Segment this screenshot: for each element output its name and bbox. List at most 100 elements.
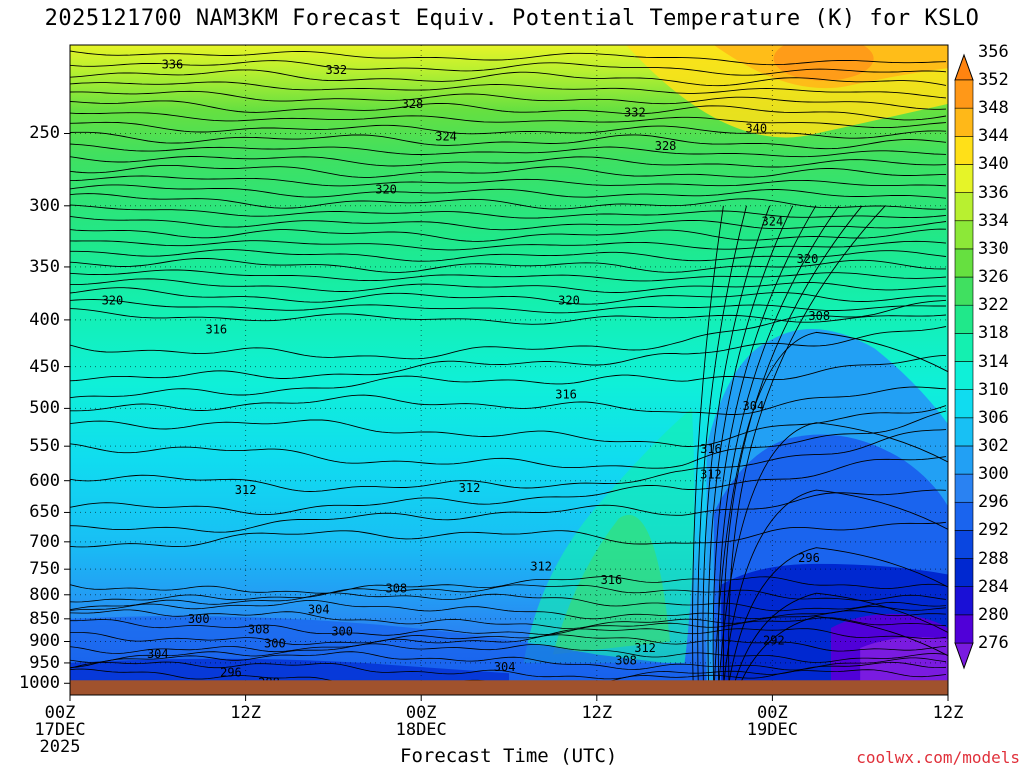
front-contour [697, 205, 747, 695]
cold-dome-contour [713, 331, 948, 695]
cold-dome-contour [717, 422, 948, 695]
colorbar-label: 330 [978, 238, 1009, 259]
contour-line [70, 269, 947, 282]
contour-label: 296 [220, 665, 242, 679]
contour-line [70, 576, 947, 594]
y-tick-label: 800 [29, 584, 60, 605]
contour-line [70, 228, 947, 242]
contour-line [70, 354, 947, 399]
x-tick-label-line: 00Z [405, 703, 437, 723]
colorbar-label: 318 [978, 323, 1009, 344]
y-tick-label: 250 [29, 123, 60, 144]
y-tick-label: 550 [29, 436, 60, 457]
x-tick-label-line: 12Z [230, 703, 261, 723]
colorbar-label: 296 [978, 492, 1009, 513]
contour-line [70, 405, 947, 447]
colorbar-swatch [954, 164, 974, 193]
contour-line [70, 287, 947, 305]
contour-line [70, 204, 947, 219]
contour-label: 316 [205, 323, 227, 337]
colorbar-swatch [954, 389, 974, 419]
y-tick-label: 350 [29, 256, 60, 277]
credit-text: coolwx.com/models [856, 748, 1020, 767]
y-tick-label: 600 [29, 470, 60, 491]
x-tick-label: 12Z [201, 705, 291, 722]
x-tick-label: 12Z [552, 705, 642, 722]
y-tick-label: 400 [29, 309, 60, 330]
colorbar-swatch [954, 248, 974, 278]
contour-label: 300 [331, 625, 353, 639]
contour-label: 340 [745, 122, 767, 136]
x-tick-label-line: 00Z [44, 703, 76, 723]
x-tick-label: 00Z 19DEC [727, 705, 817, 739]
x-tick-label-line: 19DEC [746, 720, 798, 740]
cold-dome-contour [735, 615, 948, 695]
contour-label: 320 [558, 294, 580, 308]
colorbar-swatch [954, 586, 974, 616]
contour-line [70, 661, 947, 680]
contour-label: 300 [188, 612, 210, 626]
contour-label: 332 [325, 63, 347, 77]
y-tick-label: 700 [29, 531, 60, 552]
contour-label: 320 [102, 294, 124, 308]
colorbar-swatch [954, 473, 974, 503]
colorbar-swatch [954, 417, 974, 447]
contour-line [70, 131, 947, 150]
contour-label: 316 [601, 573, 623, 587]
colorbar-label: 336 [978, 182, 1009, 203]
contour-label: 332 [624, 105, 646, 119]
contour-line [70, 634, 947, 654]
front-contour [728, 205, 886, 695]
contour-label: 308 [385, 581, 407, 595]
contour-label: 308 [615, 653, 637, 667]
contour-label: 304 [147, 647, 169, 661]
chart-title: 2025121700 NAM3KM Forecast Equiv. Potent… [44, 6, 980, 31]
y-tick-label: 900 [29, 631, 60, 652]
contour-line [70, 215, 947, 231]
x-tick-label-line: 18DEC [395, 720, 447, 740]
contour-label: 316 [555, 388, 577, 402]
contour-label: 320 [797, 252, 819, 266]
colorbar-label: 300 [978, 464, 1009, 485]
contour-line [70, 81, 947, 99]
contour-line [70, 112, 947, 129]
colorbar-label: 280 [978, 604, 1009, 625]
cold-dome-contour [722, 489, 948, 695]
contour-label: 304 [743, 399, 765, 413]
plot-frame [69, 44, 949, 696]
contour-line [70, 175, 947, 187]
contour-line [70, 257, 946, 273]
front-contour [702, 205, 771, 695]
colorbar-label: 322 [978, 295, 1009, 316]
colorbar-swatch [954, 501, 974, 531]
contour-line [70, 643, 947, 663]
front-contour [692, 205, 724, 695]
contour-line [70, 156, 947, 168]
contour-line [70, 240, 947, 251]
y-tick-label: 1000 [19, 673, 60, 694]
colorbar-label: 284 [978, 576, 1009, 597]
contour-label: 296 [798, 551, 820, 565]
contour-line [70, 278, 947, 293]
contour-line [70, 143, 947, 158]
colorbar-swatch [954, 220, 974, 250]
x-tick-label-line: 12Z [581, 703, 613, 723]
moist-core [552, 514, 670, 655]
colorbar-label: 288 [978, 548, 1009, 569]
contour-label: 300 [264, 637, 286, 651]
colorbar-label: 334 [978, 210, 1009, 231]
x-tick-label-line: 00Z [757, 703, 788, 723]
colorbar-swatch [954, 304, 974, 334]
contour-line [70, 299, 947, 360]
colorbar-label: 356 [978, 41, 1009, 62]
contour-line [70, 617, 947, 636]
colorbar-label: 302 [978, 435, 1009, 456]
contour-line [70, 456, 947, 516]
contour-line [70, 90, 947, 110]
cold-dome-contour [730, 592, 948, 695]
colorbar-label: 314 [978, 351, 1009, 372]
y-tick-label: 450 [29, 356, 60, 377]
colorbar-label: 326 [978, 267, 1009, 288]
contour-label: 320 [375, 183, 397, 197]
contour-label: 312 [530, 560, 552, 574]
